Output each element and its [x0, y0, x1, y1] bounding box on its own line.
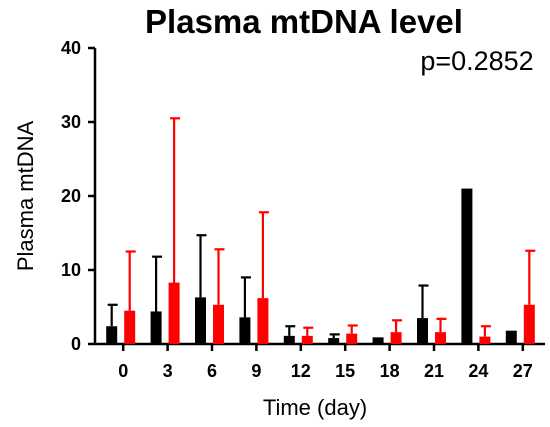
- x-tick-label: 18: [380, 361, 400, 381]
- bar-black: [195, 297, 206, 344]
- bar-red: [124, 310, 136, 344]
- x-axis-label: Time (day): [263, 395, 367, 420]
- plot-area: 0 10 20 30 40 0 3 6 9 12 15 18 21 24 27: [61, 38, 545, 381]
- x-tick-label: 15: [335, 361, 355, 381]
- y-tick-label: 20: [61, 186, 81, 206]
- p-value-annotation: p=0.2852: [420, 46, 533, 76]
- bar-red: [435, 332, 446, 344]
- x-tick-label: 0: [118, 361, 128, 381]
- bar-black: [283, 335, 295, 344]
- bar-black: [417, 318, 428, 344]
- bar-black: [328, 338, 340, 344]
- bar-red: [213, 304, 224, 344]
- bar-black: [461, 188, 473, 344]
- bar-red: [390, 332, 402, 344]
- y-tick-label: 40: [61, 38, 81, 58]
- bar-red: [301, 335, 313, 344]
- x-tick-label: 24: [468, 361, 488, 381]
- x-tick-label: 3: [163, 361, 173, 381]
- bar-red: [346, 333, 358, 344]
- bar-black: [150, 311, 162, 344]
- y-tick-label: 10: [61, 260, 81, 280]
- x-tick-label: 21: [424, 361, 444, 381]
- bar-red: [523, 304, 535, 344]
- bar-black: [372, 337, 384, 344]
- y-tick-label: 30: [61, 112, 81, 132]
- x-tick-label: 9: [251, 361, 261, 381]
- x-tick-label: 12: [291, 361, 311, 381]
- bar-red: [257, 298, 269, 344]
- bar-red: [168, 282, 180, 344]
- bar-black: [106, 326, 118, 344]
- y-tick-label: 0: [71, 334, 81, 354]
- chart-title: Plasma mtDNA level: [145, 3, 463, 40]
- y-axis-label: Plasma mtDNA: [13, 120, 38, 271]
- bar-black: [505, 330, 517, 344]
- x-tick-label: 27: [513, 361, 533, 381]
- bar-black: [239, 317, 251, 344]
- bar-red: [479, 336, 491, 344]
- x-tick-label: 6: [207, 361, 217, 381]
